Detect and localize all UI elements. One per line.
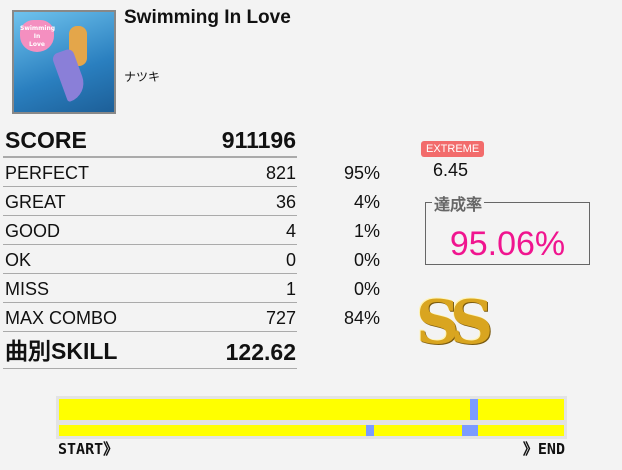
judgement-count: 36 [275,192,296,212]
play-gauge [56,396,567,439]
judgement-percent: 4% [353,192,380,212]
gauge-marker [461,425,478,436]
achievement-label: 達成率 [432,191,485,215]
judgement-row: MAX COMBO 727 84% [3,303,380,332]
difficulty-badge: EXTREME [421,141,485,157]
gauge-bottom-bar [59,425,564,436]
gauge-marker [469,399,478,420]
judgement-label: MAX COMBO [5,308,118,328]
skill-row: 曲別SKILL 122.62 [3,332,297,369]
score-label: SCORE [5,127,87,153]
judgement-row: PERFECT 821 95% [3,158,380,187]
judgement-label: GREAT [5,192,66,212]
skill-value: 122.62 [225,339,296,365]
judgement-count: 0 [285,250,296,270]
achievement-box: 達成率 95.06% [425,191,590,265]
gauge-end-label: 》END [522,440,565,458]
difficulty-level: 6.45 [433,160,469,180]
judgement-count: 821 [265,163,296,183]
judgement-percent: 84% [343,308,380,328]
jacket-logo: Swimming In Love [20,20,55,52]
judgement-label: MISS [5,279,50,299]
judgement-count: 727 [265,308,296,328]
gauge-marker [366,425,375,436]
score-value: 911196 [221,127,296,153]
skill-label: 曲別SKILL [5,338,118,364]
judgement-row: OK 0 0% [3,245,380,274]
judgement-percent: 0% [353,279,380,299]
judgement-row: GOOD 4 1% [3,216,380,245]
song-title: Swimming In Love [124,7,291,28]
achievement-value: 95.06% [449,225,566,263]
rank-emblem: SS [416,288,493,358]
judgement-label: OK [5,250,32,270]
song-artist: ナツキ [124,70,161,84]
judgement-percent: 95% [343,163,380,183]
gauge-start-label: START》 [58,440,119,458]
judgement-percent: 1% [353,221,380,241]
judgement-count: 1 [285,279,296,299]
judgement-percent: 0% [353,250,380,270]
judgement-row: GREAT 36 4% [3,187,380,216]
gauge-top-bar [59,399,564,420]
judgement-label: GOOD [5,221,61,241]
judgement-label: PERFECT [5,163,90,183]
album-jacket: Swimming In Love [12,10,116,114]
judgement-row: MISS 1 0% [3,274,380,303]
score-row: SCORE 911196 [3,122,297,158]
judgement-count: 4 [285,221,296,241]
